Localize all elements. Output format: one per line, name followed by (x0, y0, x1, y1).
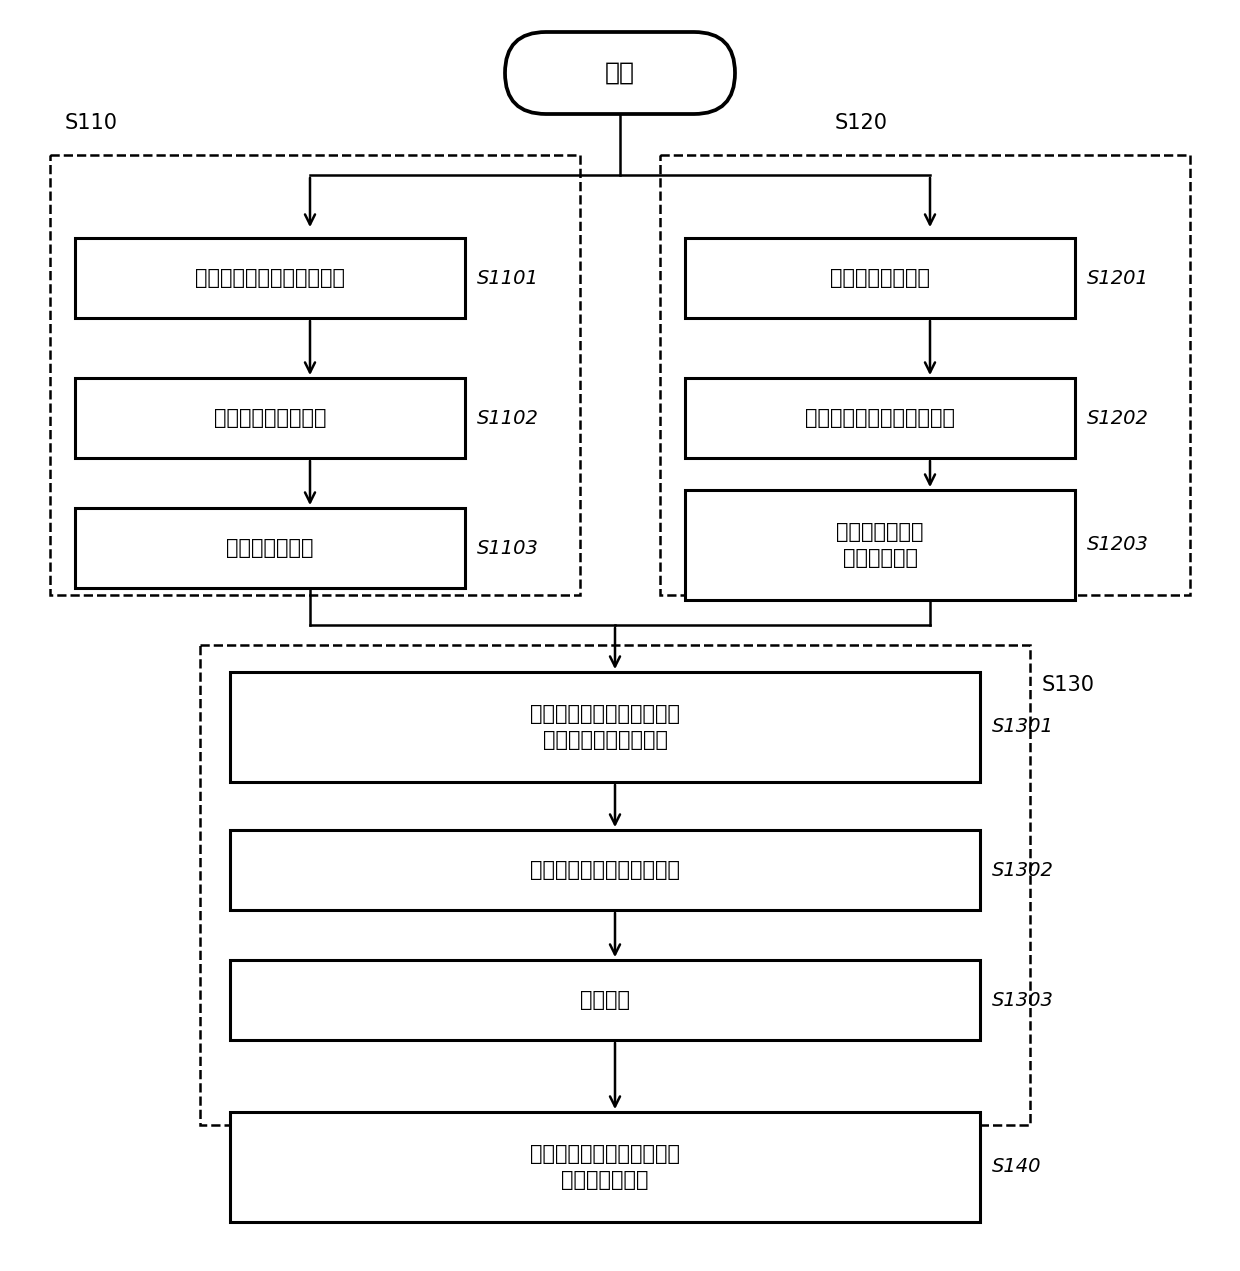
Text: S1301: S1301 (992, 718, 1054, 736)
Text: 建模的参数寻优: 建模的参数寻优 (226, 538, 314, 558)
Text: S1202: S1202 (1087, 408, 1149, 427)
Bar (200, 644, 1030, 1125)
Text: 开始: 开始 (605, 61, 635, 85)
Text: 获得稳态数据样本: 获得稳态数据样本 (830, 268, 930, 289)
Text: 确定输入变量的阶次: 确定输入变量的阶次 (213, 408, 326, 428)
Text: 运用最小二乘法
获取模型参数: 运用最小二乘法 获取模型参数 (836, 522, 924, 568)
Bar (50, 155, 580, 595)
FancyBboxPatch shape (684, 238, 1075, 318)
Text: S1201: S1201 (1087, 268, 1149, 287)
FancyBboxPatch shape (229, 830, 980, 910)
Text: S120: S120 (835, 113, 888, 133)
Text: S130: S130 (1042, 675, 1095, 695)
FancyBboxPatch shape (684, 491, 1075, 600)
Text: 确定第二阶段的模型表达式: 确定第二阶段的模型表达式 (805, 408, 955, 428)
Text: 用于在线系统，进行累积熔
融指数的软测量: 用于在线系统，进行累积熔 融指数的软测量 (529, 1144, 680, 1190)
FancyBboxPatch shape (229, 1112, 980, 1221)
Text: S1203: S1203 (1087, 535, 1149, 554)
FancyBboxPatch shape (684, 377, 1075, 458)
Text: S1101: S1101 (477, 268, 539, 287)
Bar (660, 155, 1190, 595)
FancyBboxPatch shape (505, 32, 735, 114)
Text: 建立第三阶段的模型表达式: 建立第三阶段的模型表达式 (529, 860, 680, 880)
FancyBboxPatch shape (229, 672, 980, 782)
Text: S1302: S1302 (992, 860, 1054, 880)
Text: 根据第一阶段和第二阶段的
模型获取瞬时熔融指数: 根据第一阶段和第二阶段的 模型获取瞬时熔融指数 (529, 704, 680, 750)
Text: 寻优参数: 寻优参数 (580, 990, 630, 1010)
FancyBboxPatch shape (74, 238, 465, 318)
Text: S110: S110 (64, 113, 118, 133)
Text: 确定第一阶段的模型表达式: 确定第一阶段的模型表达式 (195, 268, 345, 289)
Text: S1303: S1303 (992, 990, 1054, 1009)
FancyBboxPatch shape (229, 960, 980, 1040)
FancyBboxPatch shape (74, 508, 465, 588)
Text: S140: S140 (992, 1158, 1042, 1177)
FancyBboxPatch shape (74, 377, 465, 458)
Text: S1102: S1102 (477, 408, 539, 427)
Text: S1103: S1103 (477, 539, 539, 558)
